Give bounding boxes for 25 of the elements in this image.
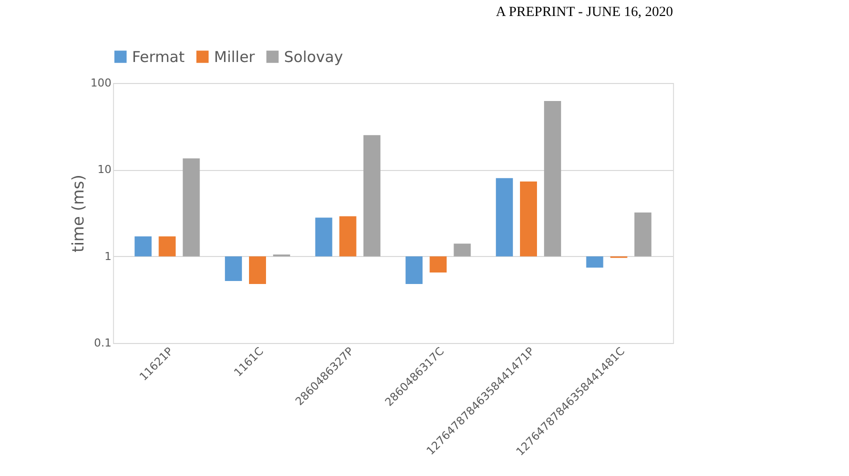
bar bbox=[134, 236, 152, 256]
y-tick-label: 100 bbox=[90, 76, 112, 90]
bar bbox=[430, 256, 447, 273]
bar bbox=[315, 218, 332, 256]
bar bbox=[158, 236, 176, 256]
bar bbox=[363, 135, 380, 256]
bar bbox=[496, 178, 513, 256]
bar bbox=[520, 182, 537, 256]
text: A PREPRINT - JUNE 16, 2020 bbox=[496, 5, 673, 20]
y-axis-title: time (ms) bbox=[68, 174, 88, 252]
bar bbox=[586, 256, 604, 268]
y-tick-label: 1 bbox=[104, 250, 112, 263]
y-tick-label: 10 bbox=[98, 163, 112, 176]
bar bbox=[224, 256, 242, 281]
bar bbox=[406, 256, 423, 284]
bar bbox=[544, 100, 562, 256]
bar bbox=[634, 212, 652, 256]
y-tick-label: 0.1 bbox=[94, 336, 112, 350]
bar bbox=[249, 256, 266, 284]
legend-label: Miller bbox=[214, 48, 256, 66]
bar bbox=[182, 158, 200, 256]
legend-label: Solovay bbox=[284, 48, 344, 66]
bar bbox=[454, 244, 471, 256]
legend-label: Fermat bbox=[132, 48, 185, 66]
bar bbox=[339, 216, 356, 256]
